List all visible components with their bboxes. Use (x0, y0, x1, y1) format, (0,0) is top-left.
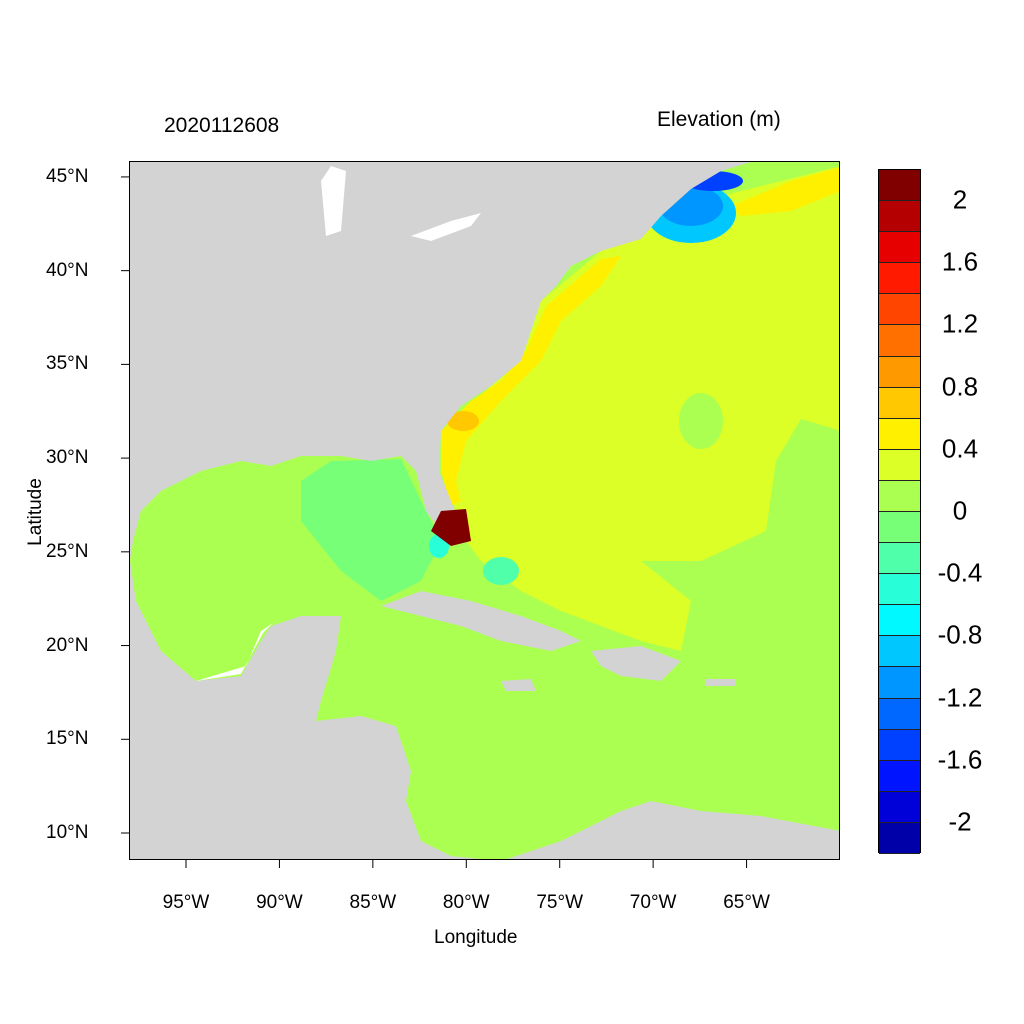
x-tick-label: 90°W (256, 892, 303, 913)
atlantic-low-blob (679, 393, 723, 449)
colorbar-swatch (879, 232, 920, 264)
colorbar (878, 169, 921, 854)
map-panel (129, 161, 840, 860)
x-tick-label: 75°W (536, 892, 584, 913)
colorbar-label: -0.8 (937, 619, 983, 650)
atlantic-positive-region (441, 166, 839, 651)
colorbar-swatch (879, 512, 920, 544)
colorbar-swatch (879, 356, 920, 388)
y-axis-label: Latitude (25, 478, 46, 546)
colorbar-swatch (879, 325, 920, 357)
colorbar-label: -1.6 (937, 744, 983, 775)
land-north-america (130, 162, 751, 561)
colorbar-swatch (879, 387, 920, 419)
colorbar-swatch (879, 170, 920, 202)
x-tick-label: 85°W (349, 892, 397, 913)
colorbar-swatch (879, 760, 920, 792)
colorbar-label: -1.2 (937, 682, 983, 713)
x-tick-label: 65°W (723, 892, 770, 913)
x-tick-label: 70°W (629, 892, 677, 913)
land-cuba (381, 591, 581, 651)
y-tick-label: 25°N (46, 540, 89, 562)
land-mexico-central-america (130, 561, 481, 859)
colorbar-swatch (879, 667, 920, 699)
land-jamaica (501, 679, 536, 691)
colorbar-swatch (879, 698, 920, 730)
colorbar-swatch (879, 822, 920, 854)
colorbar-label: -2 (948, 806, 972, 837)
colorbar-label: -0.4 (937, 557, 983, 588)
florida-surge (431, 509, 471, 546)
lake-erie-ontario (411, 213, 481, 241)
x-tick-label: 95°W (162, 892, 210, 913)
mexico-white-coast (196, 623, 273, 681)
colorbar-label: 1.6 (941, 246, 979, 277)
colorbar-swatch (879, 574, 920, 606)
colorbar-swatch (879, 201, 920, 233)
colorbar-swatch (879, 480, 920, 512)
colorbar-label: 0.4 (941, 433, 979, 464)
colorbar-swatch (879, 605, 920, 637)
y-tick-label: 45°N (46, 165, 89, 187)
y-tick-label: 30°N (46, 447, 89, 469)
nova-scotia-yellow-band (731, 167, 839, 216)
y-tick-label: 40°N (46, 259, 89, 281)
y-tick-label: 10°N (46, 822, 89, 843)
colorbar-label: 2 (952, 184, 968, 215)
colorbar-label: 0 (952, 495, 968, 526)
colorbar-swatch (879, 729, 920, 761)
date-title: 2020112608 (164, 114, 280, 137)
colorbar-swatch (879, 791, 920, 823)
colorbar-label: 0.8 (941, 371, 979, 402)
land-puerto-rico (706, 679, 736, 686)
x-axis-label: Longitude (434, 927, 518, 948)
land-south-america (507, 801, 839, 859)
colorbar-swatch (879, 263, 920, 295)
colorbar-swatch (879, 449, 920, 481)
colorbar-label: 1.2 (941, 308, 979, 339)
colorbar-swatch (879, 294, 920, 326)
x-tick-label: 80°W (442, 892, 490, 913)
map-svg (130, 162, 839, 859)
y-tick-label: 35°N (46, 353, 89, 375)
lake-michigan (321, 166, 346, 236)
colorbar-swatch (879, 418, 920, 450)
georgia-orange-patch (447, 411, 479, 431)
variable-title: Elevation (m) (657, 108, 781, 131)
colorbar-swatch (879, 543, 920, 575)
colorbar-swatch (879, 636, 920, 668)
gulf-negative-region (301, 459, 441, 601)
land-hispaniola (591, 646, 681, 681)
y-tick-label: 15°N (46, 728, 89, 750)
y-tick-label: 20°N (46, 634, 89, 656)
bahamas-bank-patch (483, 557, 519, 585)
east-coast-yellow-band (441, 256, 621, 506)
